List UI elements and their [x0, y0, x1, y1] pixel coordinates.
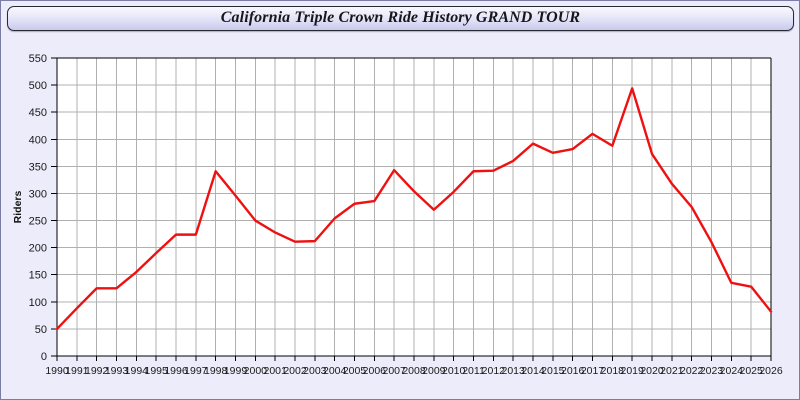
x-tick-label: 2010	[442, 365, 466, 377]
y-tick-label: 500	[29, 80, 47, 92]
y-tick-label: 450	[29, 107, 47, 119]
x-tick-label: 2008	[402, 365, 426, 377]
y-tick-label: 150	[29, 270, 47, 282]
x-tick-label: 1990	[45, 365, 69, 377]
y-tick-label: 200	[29, 243, 47, 255]
x-tick-label: 2002	[283, 365, 307, 377]
x-tick-label: 2007	[382, 365, 406, 377]
series-line-riders	[55, 87, 773, 331]
x-tick-label: 2024	[720, 365, 744, 377]
window-title-bar: California Triple Crown Ride History GRA…	[7, 6, 794, 31]
y-tick-label: 300	[29, 188, 47, 200]
x-tick-label: 1998	[204, 365, 228, 377]
x-tick-label: 2021	[660, 365, 684, 377]
x-tick-label: 2026	[759, 365, 783, 377]
data-series-riders	[55, 87, 773, 331]
chart-gridlines	[57, 57, 772, 356]
chart-axes	[56, 57, 772, 357]
x-tick-label: 1991	[65, 365, 89, 377]
x-tick-label: 2018	[601, 365, 625, 377]
x-tick-label: 2019	[620, 365, 644, 377]
x-tick-label: 2001	[263, 365, 287, 377]
y-axis-tick-labels: 0 50 100 150 200 250 300 350 400 450 500 550	[29, 53, 47, 363]
chart-container: 0 50 100 150 200 250 300 350 400 450 500 550 1990 19…	[7, 34, 794, 394]
x-tick-label: 2011	[462, 365, 485, 377]
x-tick-label: 2000	[244, 365, 268, 377]
y-tick-label: 50	[35, 324, 47, 336]
x-axis-tick-labels: 1990199119921993199419951996199719981999…	[45, 365, 783, 377]
x-tick-label: 2014	[521, 365, 545, 377]
x-tick-label: 2020	[640, 365, 664, 377]
x-tick-label: 2004	[323, 365, 347, 377]
x-tick-label: 2022	[680, 365, 704, 377]
x-tick-label: 1995	[144, 365, 168, 377]
x-tick-label: 2013	[501, 365, 525, 377]
x-tick-label: 2015	[541, 365, 565, 377]
x-tick-label: 1996	[164, 365, 188, 377]
x-tick-label: 1993	[105, 365, 129, 377]
x-tick-label: 2023	[700, 365, 724, 377]
x-tick-label: 1999	[224, 365, 248, 377]
x-tick-label: 2005	[343, 365, 367, 377]
x-tick-label: 1997	[184, 365, 208, 377]
x-tick-label: 2016	[561, 365, 585, 377]
x-tick-label: 2003	[303, 365, 327, 377]
y-tick-label: 400	[29, 134, 47, 146]
x-tick-label: 2017	[581, 365, 605, 377]
y-axis-title-label: Riders	[12, 191, 24, 224]
y-tick-label: 100	[29, 297, 47, 309]
y-tick-label: 0	[41, 351, 47, 363]
x-tick-label: 1994	[125, 365, 149, 377]
y-axis-title: Riders	[12, 191, 24, 224]
x-tick-label: 2025	[739, 365, 763, 377]
y-tick-label: 250	[29, 216, 47, 228]
x-tick-label: 1992	[85, 365, 109, 377]
y-tick-label: 550	[29, 53, 47, 65]
x-tick-label: 2012	[482, 365, 506, 377]
x-tick-label: 2009	[422, 365, 446, 377]
chart-tickmarks	[51, 57, 772, 361]
y-tick-label: 350	[29, 161, 47, 173]
x-tick-label: 2006	[363, 365, 387, 377]
page-title: California Triple Crown Ride History GRA…	[220, 9, 581, 26]
